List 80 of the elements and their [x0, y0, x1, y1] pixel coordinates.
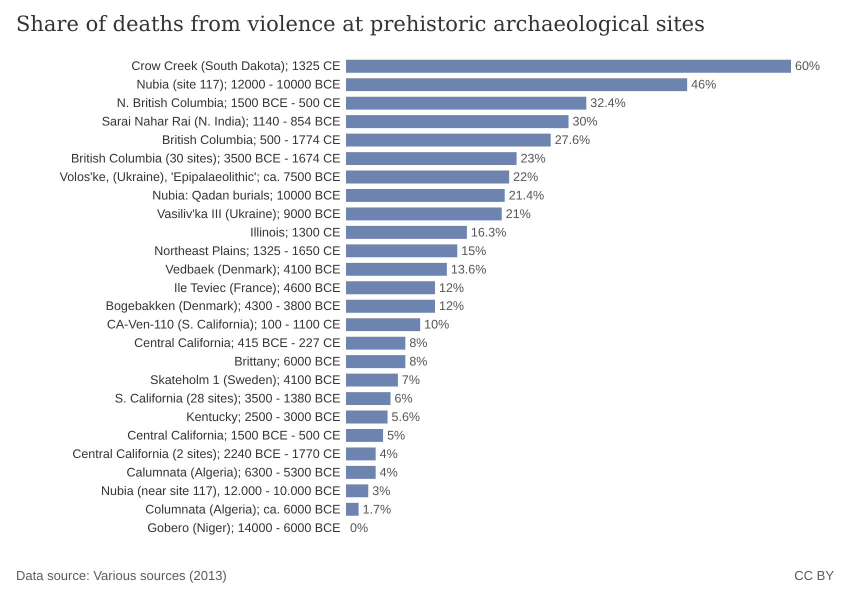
data-label: 60%	[795, 59, 820, 74]
bar	[346, 262, 447, 276]
data-label: 3%	[372, 484, 390, 498]
data-label: 23%	[520, 152, 546, 166]
data-label: 21%	[506, 206, 531, 221]
y-tick-label: Central California (2 sites); 2240 BCE - 1770 CE	[72, 446, 340, 461]
data-label: 8%	[409, 354, 428, 369]
y-tick-label: Nubia (near site 117), 12.000 - 10.000 BCE	[101, 484, 340, 498]
y-tick-label: Central California; 1500 BCE - 500 CE	[127, 428, 340, 442]
y-tick-label: Crow Creek (South Dakota); 1325 CE	[131, 59, 340, 74]
y-tick-label: Vedbaek (Denmark); 4100 BCE	[165, 262, 340, 276]
data-label: 7%	[402, 373, 420, 388]
y-tick-label: Gobero (Niger); 14000 - 6000 BCE	[147, 520, 340, 535]
data-label: 5.6%	[392, 410, 420, 424]
data-label: 22%	[513, 170, 538, 184]
data-label: 13.6%	[450, 262, 486, 276]
y-tick-label: Calumnata (Algeria); 6300 - 5300 BCE	[126, 465, 340, 480]
bar	[346, 207, 502, 220]
y-tick-label: Sarai Nahar Rai (N. India); 1140 - 854 BCE	[102, 114, 340, 129]
bar	[346, 134, 551, 147]
y-tick-label: Illinois; 1300 CE	[250, 225, 340, 240]
bar	[346, 170, 510, 184]
data-label: 10%	[424, 318, 450, 332]
y-tick-label: Columnata (Algeria); ca. 6000 BCE	[145, 502, 340, 516]
y-tick-label: Vasiliv'ka III (Ukraine); 9000 BCE	[157, 206, 340, 221]
y-tick-label: Nubia: Qadan burials; 10000 BCE	[152, 188, 340, 202]
bar	[346, 152, 517, 165]
data-label: 27.6%	[554, 133, 590, 148]
bar	[346, 281, 435, 294]
data-label: 1.7%	[362, 502, 392, 516]
data-label: 16.3%	[470, 225, 506, 240]
bar	[346, 96, 586, 110]
bar	[346, 189, 505, 202]
y-tick-label: S. California (28 sites); 3500 - 1380 BCE	[114, 392, 340, 406]
text: CC BY	[794, 568, 834, 583]
bar	[346, 300, 435, 313]
bar	[346, 78, 688, 92]
y-tick-label: CA-Ven-110 (S. California); 100 - 1100 CE	[106, 318, 340, 332]
data-label: 12%	[439, 299, 464, 314]
bar	[346, 502, 359, 516]
data-label: 21.4%	[508, 188, 544, 202]
bar	[346, 429, 384, 442]
data-label: 8%	[409, 336, 428, 350]
data-label: 5%	[387, 428, 406, 442]
bar	[346, 392, 390, 405]
data-label: 4%	[380, 446, 398, 461]
y-tick-label: Bogebakken (Denmark); 4300 - 3800 BCE	[106, 299, 340, 314]
bar	[346, 484, 368, 498]
data-label: 6%	[394, 392, 413, 406]
y-tick-label: British Columbia (30 sites); 3500 BCE - 1674 CE	[70, 152, 340, 166]
bar	[346, 60, 791, 73]
bar	[346, 318, 420, 332]
bar	[346, 447, 376, 460]
y-tick-label: Nubia (site 117); 12000 - 10000 BCE	[136, 78, 340, 92]
bar	[346, 336, 406, 350]
data-label: 12%	[439, 280, 464, 295]
data-label: 46%	[691, 78, 716, 92]
bar	[346, 244, 458, 258]
data-label: 4%	[380, 465, 398, 480]
y-tick-label: Skateholm 1 (Sweden); 4100 BCE	[150, 373, 340, 388]
data-label: 32.4%	[590, 96, 626, 110]
bar	[346, 226, 467, 239]
y-tick-label: British Columbia; 500 - 1774 CE	[162, 133, 340, 148]
bar	[346, 410, 388, 424]
source-note: Data source: Various sources (2013)	[16, 568, 227, 583]
chart-title: Share of deaths from violence at prehistoric archaeological sites	[16, 12, 705, 36]
bar	[346, 115, 568, 128]
bar	[346, 374, 398, 387]
y-tick-label: Central California; 415 BCE - 227 CE	[134, 336, 340, 350]
data-label: 0%	[350, 520, 368, 535]
data-label: 15%	[461, 244, 486, 258]
y-tick-label: Volos'ke, (Ukraine), 'Epipalaeolithic'; ca. 7500 BCE	[60, 170, 340, 184]
y-tick-label: N. British Columbia; 1500 BCE - 500 CE	[116, 96, 340, 110]
y-tick-label: Northeast Plains; 1325 - 1650 CE	[154, 244, 340, 258]
y-tick-label: Brittany; 6000 BCE	[234, 354, 340, 369]
data-label: 30%	[572, 114, 598, 129]
y-tick-label: Ile Teviec (France); 4600 BCE	[174, 280, 340, 295]
y-tick-label: Kentucky; 2500 - 3000 BCE	[186, 410, 340, 424]
bar	[346, 355, 406, 368]
bar	[346, 466, 376, 479]
